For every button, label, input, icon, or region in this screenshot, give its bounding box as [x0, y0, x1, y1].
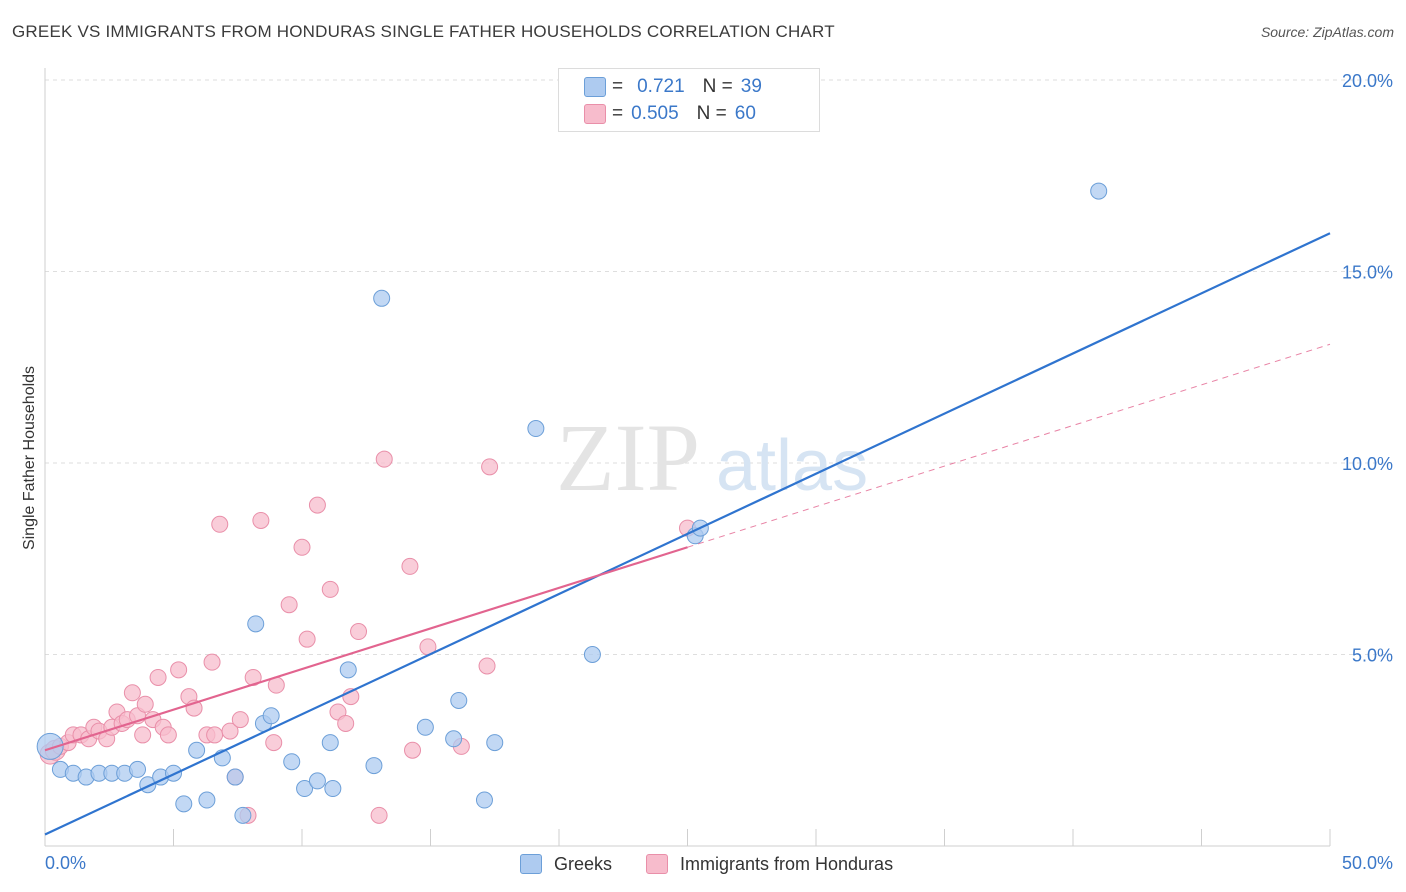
- greeks-point: [1090, 182, 1108, 200]
- honduras-point: [401, 557, 419, 575]
- greeks-point: [365, 757, 383, 775]
- trend-lines: [44, 232, 1331, 836]
- greeks-point: [527, 420, 545, 438]
- honduras-trend-line-dashed: [687, 343, 1331, 548]
- honduras-point: [375, 450, 393, 468]
- greeks-point: [247, 615, 265, 633]
- greeks-point: [416, 718, 434, 736]
- greeks-point: [308, 772, 326, 790]
- honduras-point: [321, 580, 339, 598]
- greeks-point: [262, 707, 280, 725]
- greeks-point: [324, 780, 342, 798]
- greeks-swatch: [584, 77, 606, 97]
- honduras-point: [159, 726, 177, 744]
- greeks-point: [445, 730, 463, 748]
- honduras-point: [370, 806, 388, 824]
- tick-labels: 5.0% 10.0% 15.0% 20.0% 0.0% 50.0%: [45, 71, 1393, 873]
- honduras-point: [252, 511, 270, 529]
- honduras-trend-line: [44, 546, 688, 752]
- honduras-point: [231, 711, 249, 729]
- honduras-point: [203, 653, 221, 671]
- greeks-point: [321, 734, 339, 752]
- watermark: ZIP atlas: [556, 404, 868, 511]
- y-tick-label: 15.0%: [1342, 263, 1393, 283]
- greeks-point: [475, 791, 493, 809]
- stats-row-honduras: R = 0.505 N = 60: [584, 102, 756, 126]
- y-tick-label: 10.0%: [1342, 454, 1393, 474]
- honduras-point: [265, 734, 283, 752]
- greeks-point: [339, 661, 357, 679]
- honduras-point: [134, 726, 152, 744]
- honduras-point: [350, 623, 368, 641]
- source-label: Source: ZipAtlas.com: [1260, 24, 1394, 40]
- greeks-legend-swatch: [520, 854, 542, 874]
- honduras-point: [136, 695, 154, 713]
- y-tick-label: 5.0%: [1352, 646, 1393, 666]
- chart-title: GREEK VS IMMIGRANTS FROM HONDURAS SINGLE…: [12, 22, 835, 41]
- greeks-point: [175, 795, 193, 813]
- honduras-legend-swatch: [646, 854, 668, 874]
- honduras-point: [211, 515, 229, 533]
- greeks-point: [450, 691, 468, 709]
- greeks-n-value: 39: [740, 76, 762, 97]
- stats-box: R = 0.721 N = 39 R = 0.505 N = 60: [558, 68, 820, 132]
- greeks-trend-line: [44, 232, 1331, 836]
- honduras-point: [337, 714, 355, 732]
- stats-row-greeks: R = 0.721 N = 39: [584, 75, 762, 99]
- honduras-point: [308, 496, 326, 514]
- greeks-point: [188, 741, 206, 759]
- honduras-point: [478, 657, 496, 675]
- honduras-point: [149, 668, 167, 686]
- honduras-point: [123, 684, 141, 702]
- x-tick-label: 0.0%: [45, 853, 86, 873]
- honduras-point: [404, 741, 422, 759]
- honduras-point: [221, 722, 239, 740]
- greeks-legend-label: Greeks: [554, 853, 613, 874]
- honduras-point: [170, 661, 188, 679]
- honduras-legend-label: Immigrants from Honduras: [680, 853, 894, 874]
- y-tick-label: 20.0%: [1342, 71, 1393, 91]
- greeks-n-label: N =: [702, 76, 733, 97]
- greeks-point: [129, 760, 147, 778]
- legend-item-honduras[interactable]: Immigrants from Honduras: [646, 851, 893, 877]
- honduras-point: [481, 458, 499, 476]
- greeks-point: [373, 289, 391, 307]
- watermark-zip: ZIP: [556, 404, 700, 511]
- honduras-r-value: 0.505: [631, 103, 679, 124]
- greeks-r-value: 0.721: [637, 76, 685, 97]
- greeks-point: [283, 753, 301, 771]
- honduras-point: [280, 596, 298, 614]
- axes: [44, 68, 1331, 847]
- greeks-point: [36, 732, 64, 760]
- honduras-n-value: 60: [734, 103, 756, 124]
- greeks-point: [296, 780, 314, 798]
- greeks-point: [583, 646, 601, 663]
- legend-item-greeks[interactable]: Greeks: [520, 851, 612, 877]
- greeks-point: [234, 806, 252, 824]
- honduras-point: [298, 630, 316, 648]
- watermark-atlas: atlas: [716, 426, 868, 506]
- honduras-point: [293, 538, 311, 556]
- greeks-point: [198, 791, 216, 809]
- honduras-point: [206, 726, 224, 744]
- honduras-n-label: N =: [696, 103, 727, 124]
- grid-lines: [45, 79, 1392, 655]
- greeks-point: [226, 768, 244, 786]
- x-tick-label: 50.0%: [1342, 853, 1393, 873]
- honduras-swatch: [584, 104, 606, 124]
- greeks-point: [486, 734, 504, 752]
